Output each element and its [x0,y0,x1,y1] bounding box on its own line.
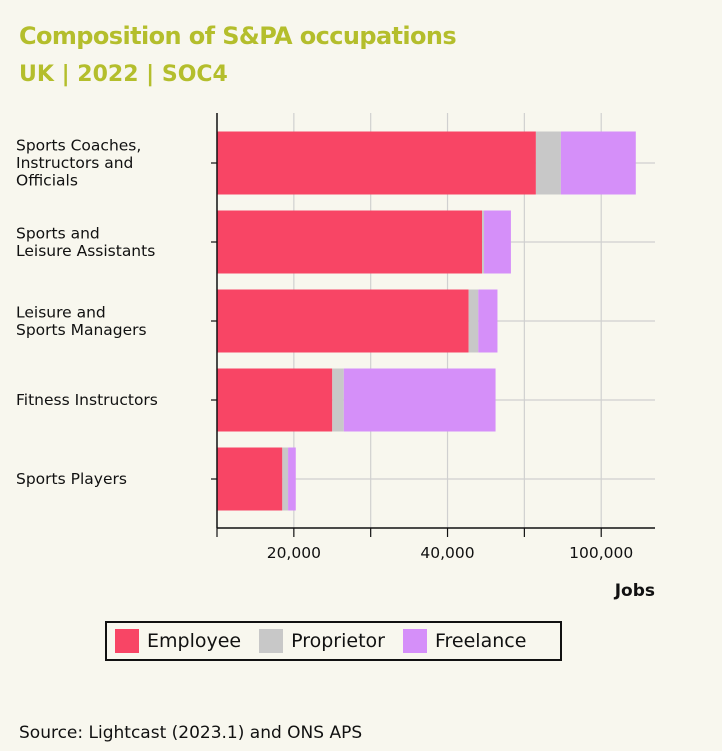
x-tick-label-2: 40,000 [420,544,474,562]
bar-employee-fitness-instructors [217,368,333,432]
bar-employee-leisure-and-sports-managers [217,289,469,353]
legend-item-employee: Employee [115,629,241,653]
x-axis-title: Jobs [614,581,655,601]
legend-swatch-freelance [402,629,427,653]
bar-proprietor-sports-players [282,447,289,511]
category-label-leisure-and-sports-managers-line-0: Leisure and [16,303,106,321]
bar-proprietor-sports-coaches-instructors-and-officials [535,131,561,195]
bar-freelance-sports-and-leisure-assistants [484,210,511,274]
bar-freelance-sports-coaches-instructors-and-officials [560,131,636,195]
category-label-sports-players-line-0: Sports Players [16,470,127,488]
bar-freelance-sports-players [288,447,296,511]
x-tick-label-0: 20,000 [267,544,321,562]
legend-item-freelance: Freelance [402,629,527,653]
category-label-fitness-instructors-line-0: Fitness Instructors [16,391,158,409]
bar-proprietor-leisure-and-sports-managers [468,289,479,353]
bar-proprietor-fitness-instructors [332,368,344,432]
category-label-sports-coaches-instructors-and-officials-line-1: Instructors and [16,154,133,172]
bar-freelance-fitness-instructors [343,368,496,432]
bar-freelance-leisure-and-sports-managers [478,289,498,353]
chart-title: Composition of S&PA occupations [19,22,457,50]
x-tick-label-4: 100,000 [569,544,633,562]
legend-label-proprietor: Proprietor [291,630,385,652]
category-label-sports-coaches-instructors-and-officials-line-0: Sports Coaches, [16,137,141,155]
bar-employee-sports-and-leisure-assistants [217,210,483,274]
legend-swatch-employee [115,629,139,653]
legend-label-employee: Employee [147,630,242,652]
category-label-sports-coaches-instructors-and-officials-line-2: Officials [16,172,78,190]
bar-employee-sports-coaches-instructors-and-officials [217,131,536,195]
bar-proprietor-sports-and-leisure-assistants [482,210,485,274]
legend-label-freelance: Freelance [434,630,527,652]
chart-legend: Employee Proprietor Freelance [105,621,562,661]
source-note: Source: Lightcast (2023.1) and ONS APS [19,723,363,743]
category-label-leisure-and-sports-managers-line-1: Sports Managers [16,321,147,339]
bar-employee-sports-players [217,447,283,511]
category-label-sports-and-leisure-assistants-line-0: Sports and [16,224,100,242]
legend-item-proprietor: Proprietor [259,629,385,653]
legend-swatch-proprietor [259,629,284,653]
category-label-sports-and-leisure-assistants-line-1: Leisure Assistants [16,242,155,260]
chart-subtitle: UK | 2022 | SOC4 [19,62,228,87]
